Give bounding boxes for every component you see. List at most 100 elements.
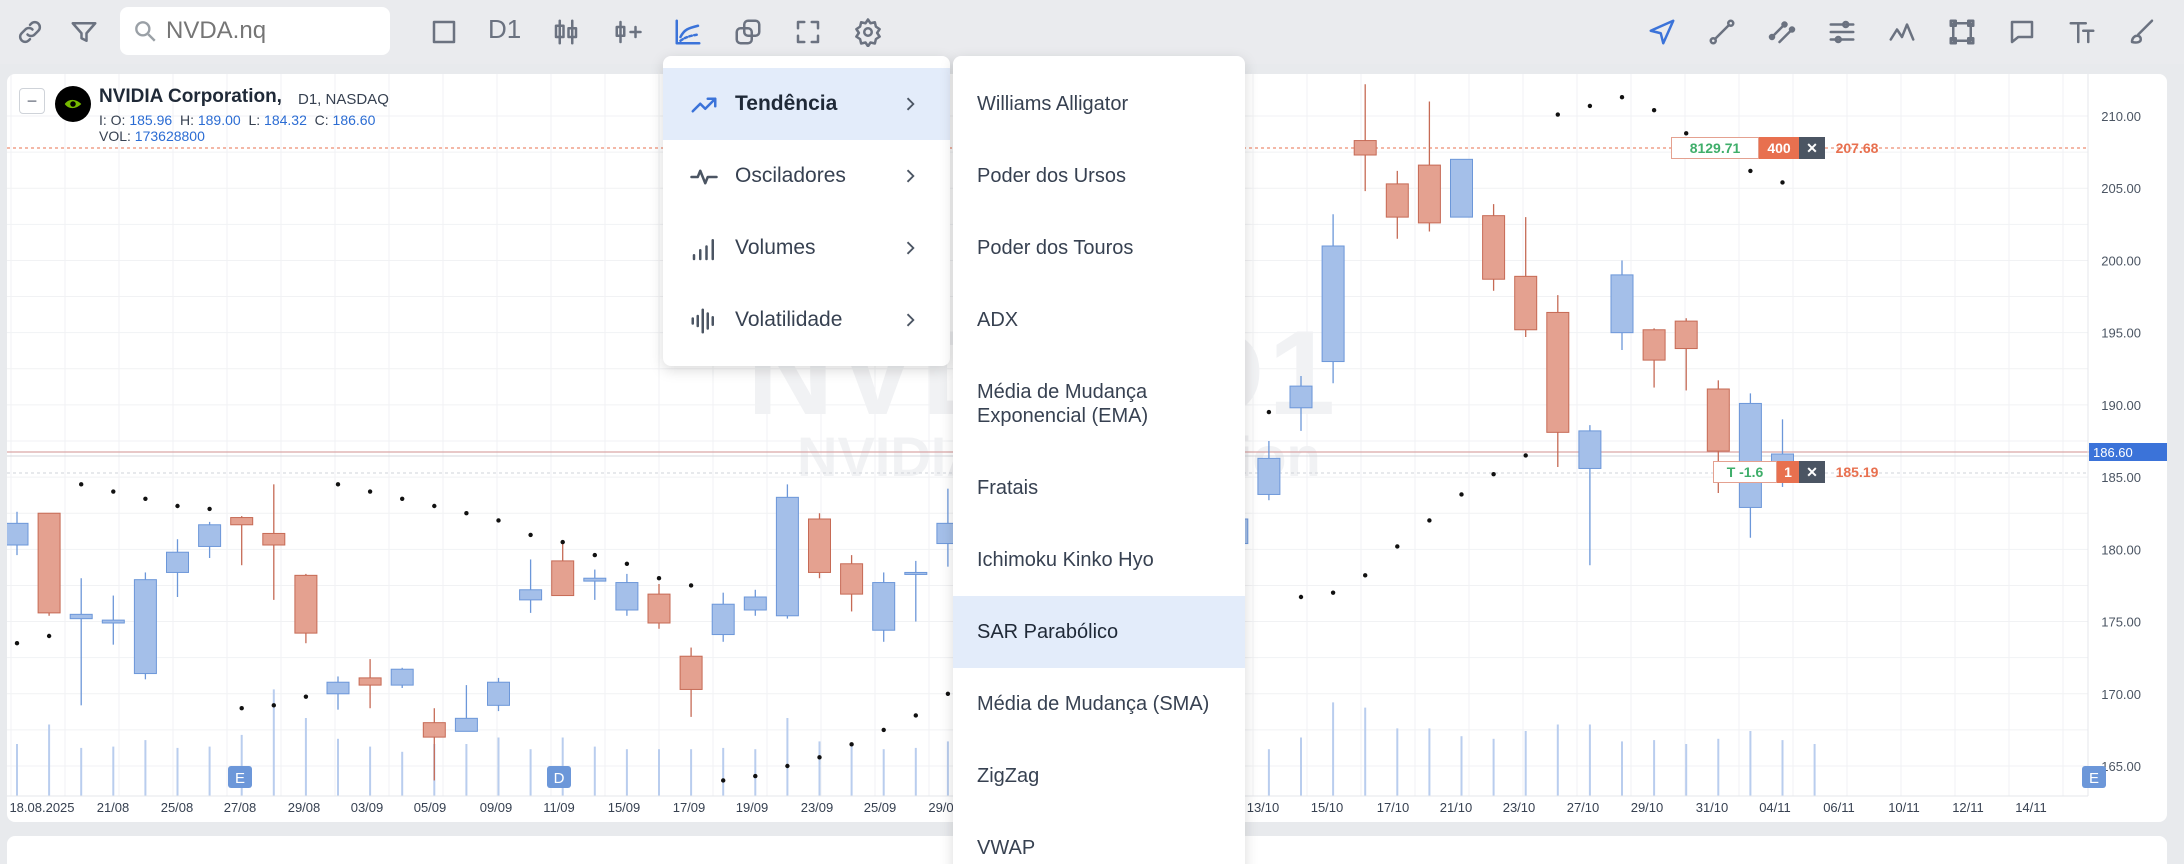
trend-line-icon[interactable] bbox=[1702, 12, 1742, 52]
menu-category-label: Volatilidade bbox=[735, 308, 843, 331]
instrument-timeframe-exchange: D1, NASDAQ bbox=[298, 91, 389, 108]
channel-tool-icon[interactable] bbox=[1762, 12, 1802, 52]
candle-body bbox=[198, 524, 222, 547]
compare-icon[interactable] bbox=[728, 12, 768, 52]
candle-body bbox=[166, 551, 189, 573]
sar-dot bbox=[592, 552, 597, 558]
date-tick-label: 27/10 bbox=[1567, 800, 1600, 815]
sar-dot bbox=[1555, 112, 1561, 117]
candle-body bbox=[454, 717, 478, 732]
ohlc-values: I: O: 185.96 H: 189.00 L: 184.32 C: 186.… bbox=[99, 112, 375, 128]
sar-dot bbox=[1619, 95, 1625, 100]
indicator-adx[interactable]: ADX bbox=[977, 308, 1019, 331]
order-line-upper[interactable]: 8129.71 400 ✕ 207.68 bbox=[1671, 137, 1889, 159]
settings-gear-icon[interactable] bbox=[848, 12, 888, 52]
collapse-legend-button[interactable]: − bbox=[19, 88, 45, 114]
indicator-williams-alligator[interactable]: Williams Alligator bbox=[977, 92, 1129, 115]
link-icon[interactable] bbox=[10, 12, 50, 52]
order-upper-qty: 400 bbox=[1759, 137, 1799, 159]
sar-dot bbox=[1427, 518, 1432, 523]
sar-dot bbox=[79, 482, 84, 487]
order-upper-close-icon[interactable]: ✕ bbox=[1799, 137, 1825, 159]
sar-dot bbox=[367, 489, 373, 494]
indicator-ichimoku[interactable]: Ichimoku Kinko Hyo bbox=[977, 548, 1154, 571]
sar-dot bbox=[46, 633, 52, 639]
chevron-right-icon bbox=[900, 310, 920, 330]
sar-dot bbox=[1651, 108, 1657, 113]
price-tick-label: 185.00 bbox=[2101, 470, 2141, 485]
cursor-pointer-icon[interactable] bbox=[1642, 12, 1682, 52]
menu-category-label: Osciladores bbox=[735, 164, 846, 187]
indicator-ema[interactable]: Média de Mudança Exponencial (EMA) bbox=[977, 381, 1149, 427]
price-tick-label: 180.00 bbox=[2101, 542, 2141, 557]
sar-dot bbox=[849, 742, 854, 747]
price-tick-label: 200.00 bbox=[2101, 253, 2141, 268]
order-line-lower[interactable]: T -1.6 1 ✕ 185.19 bbox=[1713, 461, 1889, 483]
sar-dot bbox=[207, 506, 212, 512]
volume-readout: VOL: 173628800 bbox=[99, 128, 205, 144]
candle-body bbox=[1289, 385, 1313, 409]
indicators-icon[interactable] bbox=[668, 12, 708, 52]
indicator-sma[interactable]: Média de Mudança (SMA) bbox=[977, 692, 1210, 715]
candle-body bbox=[743, 596, 767, 611]
sar-dot bbox=[945, 691, 951, 696]
top-toolbar: D1 bbox=[0, 0, 2184, 64]
fullscreen-icon[interactable] bbox=[788, 12, 828, 52]
candle-body bbox=[808, 518, 831, 573]
low-label: L: bbox=[248, 112, 261, 128]
indicator-parabolic-sar[interactable]: SAR Parabólico bbox=[953, 596, 1245, 668]
menu-category-label: Tendência bbox=[735, 92, 838, 115]
date-tick-label: 06/11 bbox=[1823, 800, 1855, 815]
date-tick-label: 29/0 bbox=[928, 800, 953, 815]
symbol-search-input[interactable] bbox=[166, 17, 366, 45]
open-label: I: O: bbox=[99, 112, 126, 128]
sar-dot bbox=[400, 496, 405, 501]
high-label: H: bbox=[179, 112, 194, 128]
candle-body bbox=[294, 574, 318, 634]
menu-category-osciladores[interactable]: Osciladores bbox=[663, 140, 950, 212]
candlestick-type-icon[interactable] bbox=[546, 12, 586, 52]
candle-body bbox=[101, 619, 125, 624]
sar-dot bbox=[1491, 472, 1496, 477]
low-value: 184.32 bbox=[264, 112, 307, 128]
indicator-vwap[interactable]: VWAP bbox=[977, 836, 1036, 859]
sar-dot bbox=[303, 694, 309, 699]
sar-dot bbox=[817, 755, 822, 760]
indicator-zigzag[interactable]: ZigZag bbox=[977, 764, 1040, 787]
sar-dot bbox=[656, 576, 662, 581]
pattern-tool-icon[interactable] bbox=[1882, 12, 1922, 52]
indicator-bears-power[interactable]: Poder dos Ursos bbox=[977, 164, 1126, 187]
shape-rectangle-icon[interactable] bbox=[1942, 12, 1982, 52]
event-marker-badge bbox=[228, 766, 252, 788]
sar-dot bbox=[1330, 590, 1336, 595]
menu-category-volumes[interactable]: Volumes bbox=[663, 212, 950, 284]
candle-body bbox=[133, 579, 157, 675]
filter-icon[interactable] bbox=[64, 12, 104, 52]
layout-single-icon[interactable] bbox=[424, 12, 464, 52]
order-lower-price: 185.19 bbox=[1835, 464, 1879, 480]
candle-body bbox=[775, 496, 799, 617]
timeframe-selector[interactable]: D1 bbox=[488, 14, 522, 44]
menu-category-volatilidade[interactable]: Volatilidade bbox=[663, 284, 950, 356]
event-marker-badge bbox=[2082, 766, 2106, 788]
indicator-bulls-power[interactable]: Poder dos Touros bbox=[977, 236, 1134, 259]
indicator-fractals[interactable]: Fratais bbox=[977, 476, 1039, 499]
brush-tool-icon[interactable] bbox=[2122, 12, 2162, 52]
sar-dot bbox=[1459, 492, 1464, 497]
sar-dot bbox=[624, 561, 630, 566]
date-tick-label: 23/10 bbox=[1503, 800, 1536, 815]
indicator-category-menu: Tendência Osciladores Volumes Volatilida… bbox=[663, 56, 950, 366]
add-indicator-icon[interactable] bbox=[608, 12, 648, 52]
comment-icon[interactable] bbox=[2002, 12, 2042, 52]
nvidia-logo-icon bbox=[55, 86, 91, 122]
text-tool-icon[interactable] bbox=[2062, 12, 2102, 52]
symbol-search-field[interactable] bbox=[120, 7, 390, 55]
candle-body bbox=[840, 563, 864, 595]
sar-dot bbox=[688, 583, 694, 588]
sar-dot bbox=[1684, 131, 1689, 136]
menu-category-tendencia[interactable]: Tendência bbox=[663, 68, 950, 140]
price-tick-label: 190.00 bbox=[2101, 398, 2141, 413]
fibonacci-tool-icon[interactable] bbox=[1822, 12, 1862, 52]
order-lower-close-icon[interactable]: ✕ bbox=[1799, 461, 1825, 483]
date-tick-label: 18.08.2025 bbox=[9, 800, 74, 815]
